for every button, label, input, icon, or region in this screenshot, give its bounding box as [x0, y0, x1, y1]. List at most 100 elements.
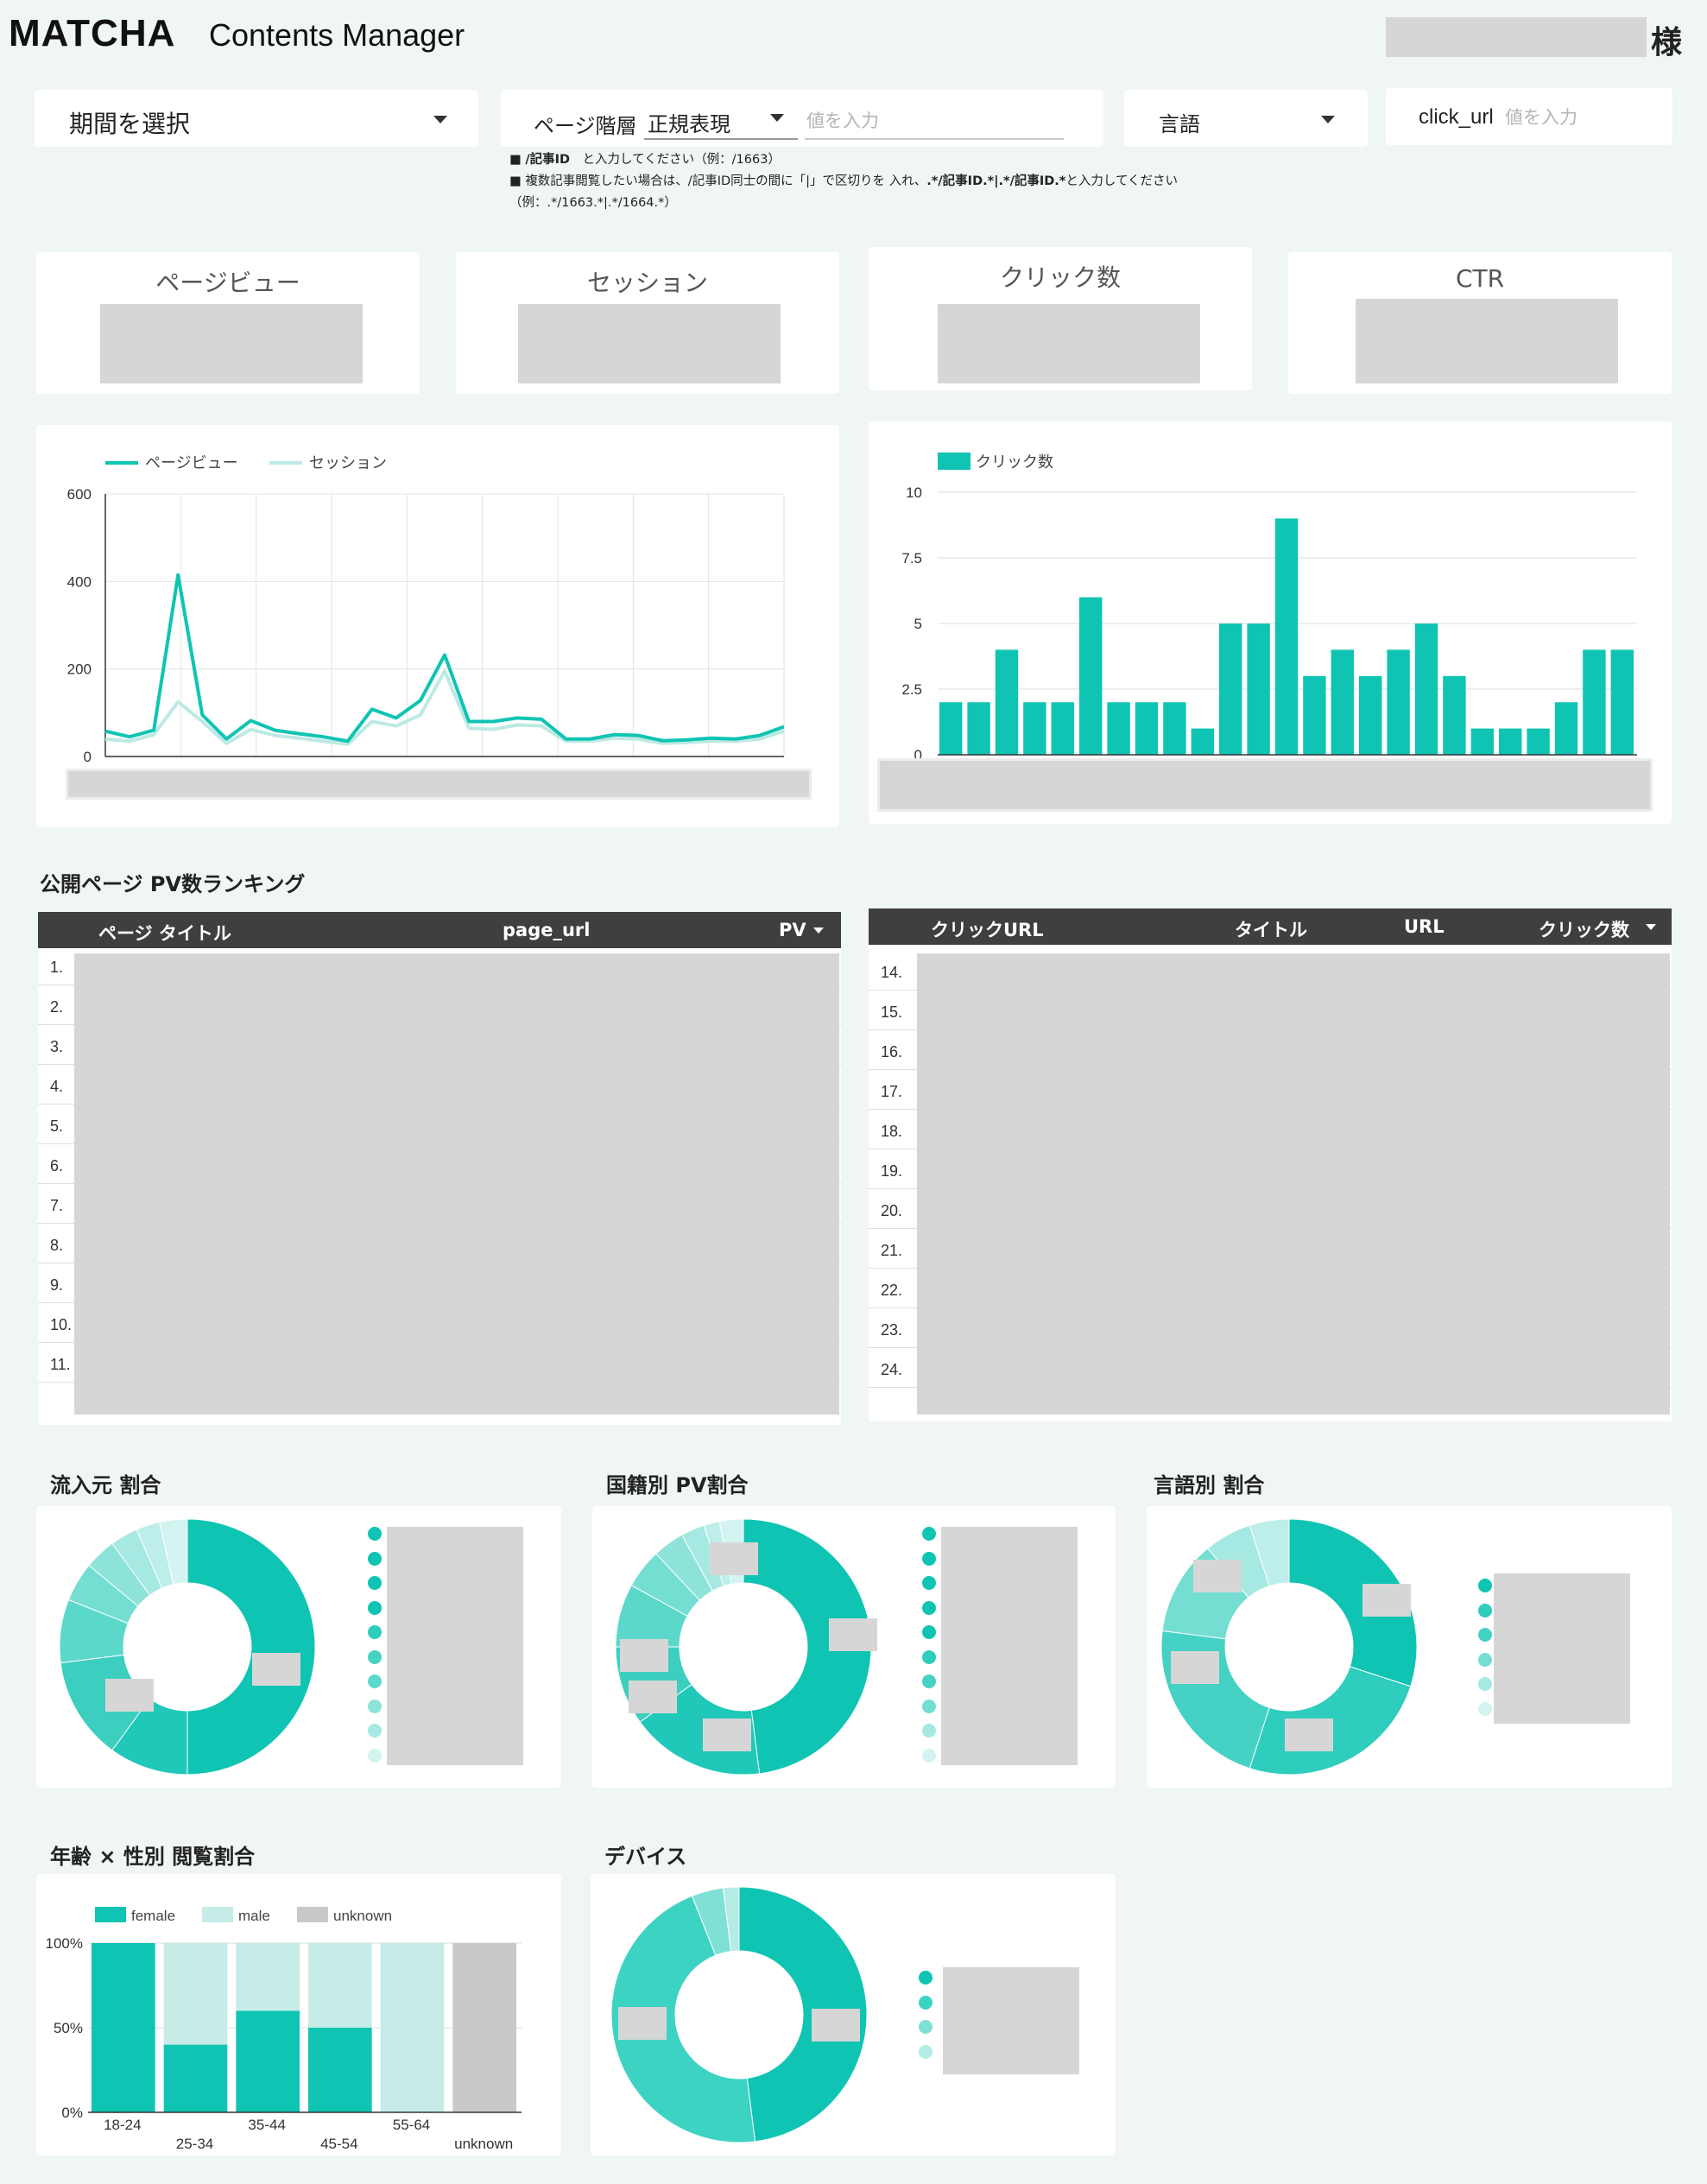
click-bar [1470, 728, 1494, 755]
row-number: 22. [881, 1282, 903, 1299]
row-number: 10. [50, 1316, 73, 1333]
click-bar [1247, 624, 1270, 755]
kpi-card-ctr: CTR [1288, 252, 1672, 394]
instruction-text-2c: と入力してください [1065, 174, 1179, 188]
legend-label: クリック数 [976, 453, 1053, 471]
row-number: 6. [50, 1157, 64, 1174]
click-url-table: クリックURL タイトル URL クリック数 14. 15. 16. 17. 18. 19… [869, 908, 1672, 1421]
language-share-title: 言語別 割合 [1154, 1473, 1265, 1497]
legend-dot [1478, 1677, 1492, 1691]
nationality-donut-chart [615, 1518, 877, 1776]
legend-dot [368, 1625, 382, 1639]
kpi-label: ページビュー [155, 269, 300, 297]
click-bar [939, 702, 963, 755]
donut-slice [187, 1518, 316, 1776]
sort-desc-icon[interactable] [1646, 924, 1656, 930]
age-gender-title: 年齢 × 性別 閲覧割合 [50, 1845, 256, 1869]
nationality-share-card [592, 1506, 1116, 1788]
stack-segment-male [236, 1943, 300, 2011]
pageview-session-chart-card: 600 400 200 0 ページビュー セッション [36, 425, 839, 827]
y-tick-label: 600 [67, 486, 92, 503]
row-number: 3. [50, 1038, 64, 1055]
kpi-label: クリック数 [999, 263, 1121, 292]
kpi-label: セッション [586, 269, 708, 297]
row-number: 15. [881, 1003, 903, 1021]
legend-label: ページビュー [145, 454, 238, 472]
kpi-value-redacted [1356, 299, 1618, 383]
legend-dot [922, 1527, 936, 1541]
row-number: 4. [50, 1078, 64, 1095]
click-bar [1163, 702, 1186, 755]
period-selector[interactable]: 期間を選択 [35, 90, 478, 147]
series-line-セッション [104, 669, 785, 746]
click-bar [1219, 624, 1242, 755]
click-bar [1303, 675, 1326, 755]
legend-dot [1478, 1628, 1492, 1642]
slice-label-redacted [829, 1618, 877, 1651]
chevron-down-icon [1321, 116, 1335, 123]
table-body-redacted [74, 953, 839, 1415]
x-tick-label: 18-24 [104, 2117, 141, 2133]
column-header-title[interactable]: ページ タイトル [98, 923, 231, 944]
language-share-card [1147, 1506, 1672, 1788]
click-bar [1527, 728, 1550, 755]
slice-label-redacted [1362, 1584, 1411, 1617]
ranking-table-header: ページ タイトル page_url PV [38, 912, 841, 948]
ranking-table: ページ タイトル page_url PV 1. 2. 3. 4. 5. 6. 7. 8. 9. 1… [38, 912, 841, 1425]
nationality-share-title: 国籍別 PV割合 [606, 1473, 749, 1497]
chevron-down-icon[interactable] [770, 114, 784, 122]
date-axis-redacted [66, 769, 812, 800]
legend-labels-redacted [943, 1967, 1079, 2074]
slice-label-redacted [618, 2007, 667, 2040]
legend-dot [368, 1699, 382, 1713]
stack-segment-unknown [452, 1943, 516, 2112]
device-donut-chart [610, 1886, 868, 2143]
row-number: 23. [881, 1321, 903, 1339]
column-header-click-url[interactable]: クリックURL [931, 920, 1044, 940]
chevron-down-icon [433, 116, 447, 123]
legend-dot [919, 1971, 933, 1985]
row-number: 14. [881, 964, 903, 981]
stack-segment-female [308, 2028, 372, 2112]
column-header-click-count[interactable]: クリック数 [1539, 920, 1629, 940]
y-tick-label: 5 [914, 616, 922, 632]
click-bar [1079, 597, 1103, 755]
page-hierarchy-label: ページ階層 [534, 115, 637, 138]
instruction-text-2a: 複数記事閲覧したい場合は、/記事ID同士の間に「|」で区切りを 入れ、 [525, 174, 927, 188]
line-chart: 600 400 200 0 ページビュー セッション [67, 454, 785, 765]
y-tick-label: 50% [54, 2020, 83, 2036]
instruction-line-3: （例：.*/1663.*|.*/1664.*） [509, 196, 677, 210]
legend-dot [368, 1576, 382, 1590]
legend-dot [368, 1551, 382, 1566]
y-tick-label: 100% [46, 1935, 83, 1952]
column-header-url[interactable]: URL [1404, 916, 1445, 937]
legend-dot [368, 1748, 382, 1763]
match-mode-underline [644, 138, 798, 140]
kpi-card-pageviews: ページビュー [36, 252, 420, 394]
kpi-value-redacted [518, 304, 781, 383]
column-header-page-url[interactable]: page_url [503, 920, 591, 940]
click-url-input[interactable]: 値を入力 [1505, 107, 1577, 128]
legend-labels-redacted [1494, 1573, 1630, 1724]
instruction-bold-2: .*/記事ID.*|.*/記事ID.* [926, 174, 1066, 188]
stack-segment-female [163, 2044, 228, 2112]
legend-dot [368, 1527, 382, 1541]
match-mode-select[interactable]: 正規表現 [648, 113, 730, 136]
page-hierarchy-input[interactable]: 値を入力 [806, 111, 879, 131]
column-header-title[interactable]: タイトル [1235, 920, 1307, 940]
legend-labels-redacted [941, 1527, 1078, 1765]
column-header-pv[interactable]: PV [779, 920, 806, 940]
donut-slice [1249, 1518, 1290, 1587]
y-tick-label: 0 [914, 747, 922, 763]
language-selector[interactable]: 言語 [1124, 90, 1368, 147]
referrer-donut-chart [59, 1518, 316, 1776]
stack-segment-female [236, 2010, 300, 2112]
row-number: 21. [881, 1242, 903, 1259]
legend-swatch [938, 453, 970, 470]
bar-chart: 10 7.5 5 2.5 0 クリック数 [901, 453, 1637, 763]
x-tick-label: 35-44 [248, 2117, 285, 2133]
sort-desc-icon[interactable] [813, 927, 824, 934]
legend-dot [368, 1674, 382, 1688]
x-tick-label: 55-64 [393, 2117, 430, 2133]
instruction-text-1: と入力してください（例：/1663） [570, 153, 781, 167]
